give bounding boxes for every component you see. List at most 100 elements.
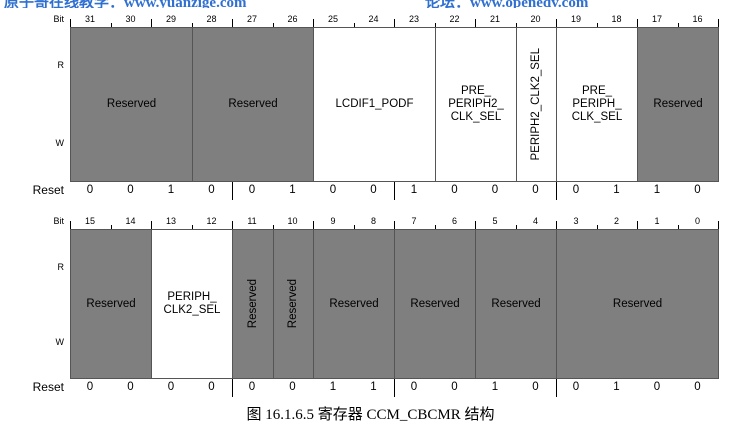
bit-tick [394,221,395,229]
reset-value: 0 [694,381,701,393]
field-label: Reserved [329,297,379,310]
reset-value: 1 [613,184,620,196]
bit-number: 8 [370,216,376,226]
reset-value: 0 [167,381,175,393]
bit-number: 21 [489,14,500,24]
bit-number: 31 [84,14,95,24]
reset-value: 0 [451,184,458,196]
reserved-field: Reserved [273,229,314,379]
bit-tick [354,23,355,27]
bit-tick [556,221,557,229]
write-row-label: W [55,138,65,148]
field-label: PERIPH2_CLK2_SEL [530,48,542,161]
bit-number: 0 [694,216,700,226]
field-label: Reserved [106,98,157,110]
field-label: PRE_ PERIPH2_ CLK_SEL [448,85,504,123]
reset-value: 0 [532,184,539,196]
header-right-text: 论坛：www.openedv.com [425,0,589,8]
reset-separator [232,182,233,200]
reset-value: 0 [127,381,134,393]
bit-number: 26 [287,14,298,24]
reset-separator [394,379,395,397]
bit-tick [516,225,517,229]
bit-tick [232,19,233,27]
bit-tick [273,23,274,27]
reserved-field: Reserved [70,229,152,379]
bit-number: 28 [206,14,217,24]
bit-tick [151,19,152,27]
bit-tick [435,225,436,229]
reserved-field: Reserved [192,27,314,182]
reserved-field: Reserved [313,229,395,379]
bit-number: 4 [532,216,538,226]
bit-tick [111,225,112,229]
bit-number: 20 [530,14,541,24]
reset-separator [556,379,557,397]
bit-number: 27 [246,14,257,24]
register-diagram: Bit R W Reset 31 30 29 28 27 26 25 24 23 22 21 20 19 18 17… [33,14,719,397]
register-field: PRE_ PERIPH_ CLK_SEL [556,27,638,182]
reserved-field: Reserved [70,27,193,182]
reset-value: 0 [532,381,539,393]
reset-value: 1 [289,184,296,196]
reset-value: 0 [653,381,661,393]
bit-number: 2 [613,216,619,226]
reset-value: 1 [370,381,377,393]
bit-number: 24 [368,14,379,24]
bit-number: 25 [327,14,338,24]
bit-tick [151,221,152,229]
field-label: PERIPH_ CLK2_SEL [163,291,221,316]
bit-tick [718,19,719,27]
bit-number: 30 [125,14,136,24]
bit-number: 1 [654,216,660,226]
reset-value: 1 [329,381,337,393]
bit-row-label: Bit [53,14,64,24]
register-field: LCDIF1_PODF [313,27,436,182]
bit-number: 29 [165,14,176,24]
field-label: Reserved [228,98,278,110]
field-label: Reserved [246,279,259,329]
bit-number: 9 [330,216,336,226]
bit-number: 5 [492,216,498,226]
bit-tick [637,19,638,27]
reset-value: 0 [410,381,418,393]
reset-separator [556,182,557,200]
field-label: LCDIF1_PODF [335,98,414,110]
reset-value: 0 [208,381,215,393]
reserved-field: Reserved [556,229,719,379]
bit-tick [718,221,719,229]
bit-number: 13 [165,216,176,226]
reset-value: 0 [127,184,134,196]
reserved-field: Reserved [394,229,476,379]
bit-tick [232,221,233,229]
bit-tick [475,221,476,229]
bit-tick [111,23,112,27]
bit-tick [597,225,598,229]
reset-value: 0 [370,184,377,196]
bit-number: 7 [411,216,417,226]
bit-number: 3 [573,216,579,226]
bit-number: 15 [84,216,95,226]
bit-tick [70,221,71,229]
reserved-field: Reserved [475,229,557,379]
bit-number: 11 [247,216,257,226]
reserved-field: Reserved [232,229,274,379]
bit-tick [273,225,274,229]
bit-number: 17 [651,14,662,24]
bit-number: 12 [206,216,217,226]
bit-tick [516,23,517,27]
bit-number: 6 [451,216,457,226]
reset-value: 1 [613,381,620,393]
reset-value: 0 [329,184,337,196]
field-label: Reserved [287,279,299,329]
reset-value: 0 [86,184,94,196]
bit-tick [70,19,71,27]
field-label: Reserved [653,98,703,110]
bit-tick [192,23,193,27]
reset-value: 0 [86,381,94,393]
reset-separator [232,379,233,397]
bit-tick [435,23,436,27]
bit-number: 14 [125,216,136,226]
register-field: PERIPH_ CLK2_SEL [151,229,233,379]
write-row-label: W [55,337,65,347]
